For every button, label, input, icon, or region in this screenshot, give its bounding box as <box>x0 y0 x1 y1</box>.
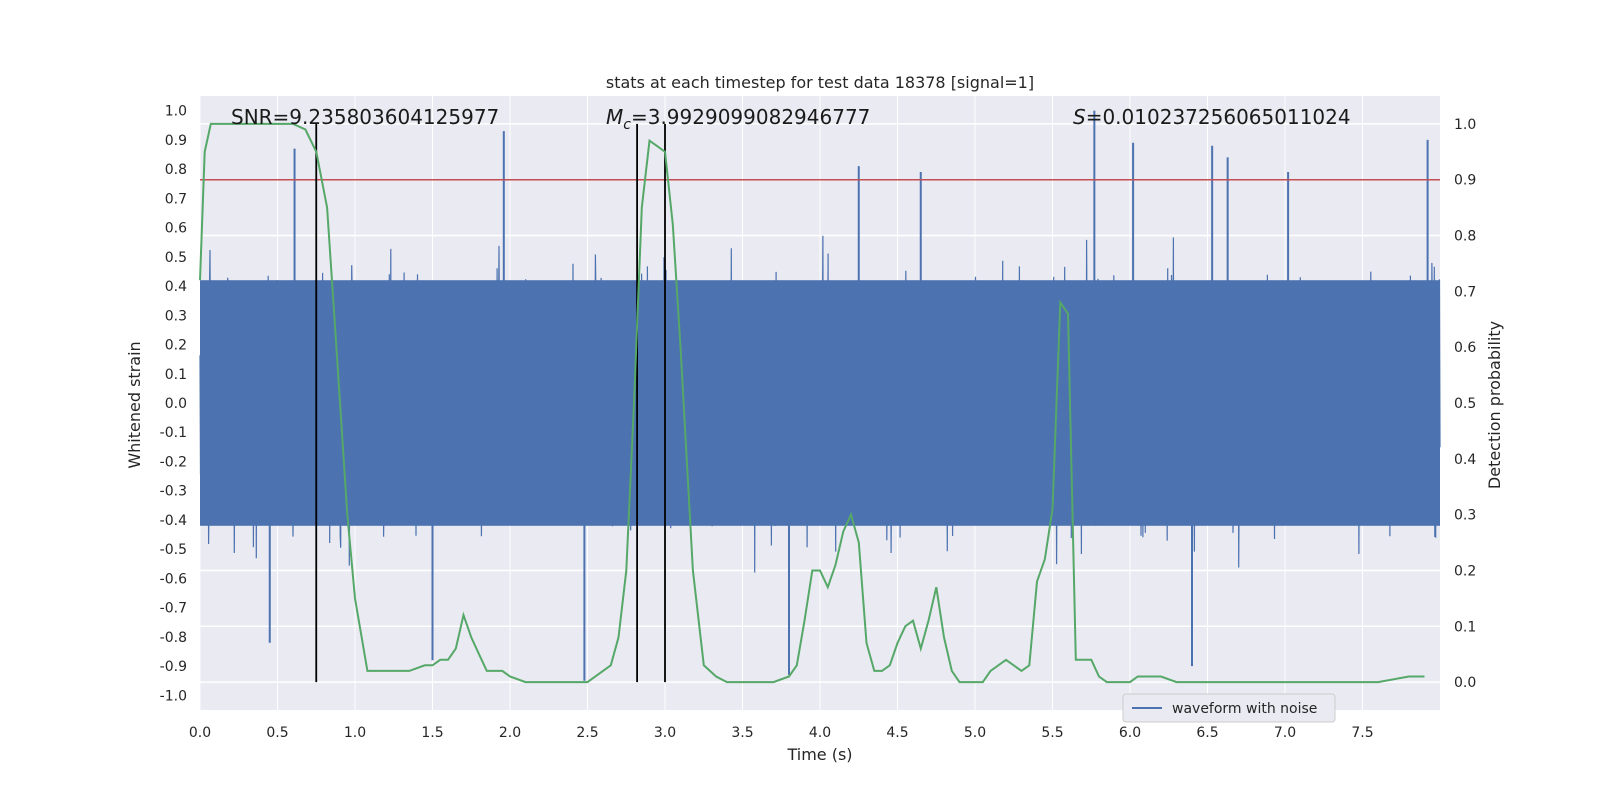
y-left-tick-label: -0.3 <box>160 484 187 500</box>
y-left-tick-label: 0.6 <box>165 221 187 237</box>
x-tick-label: 1.5 <box>421 725 443 741</box>
mc-annotation: Mc=3.9929099082946777 <box>606 105 870 133</box>
x-tick-label: 3.0 <box>654 725 676 741</box>
y-left-tick-label: -0.2 <box>160 454 187 470</box>
y-left-tick-label: 0.1 <box>165 367 187 383</box>
mc-value: =3.9929099082946777 <box>631 105 870 129</box>
y-left-tick-label: -1.0 <box>160 688 187 704</box>
y-left-tick-label: 0.7 <box>165 191 187 207</box>
mc-symbol: M <box>606 105 623 129</box>
y-left-tick-label: -0.8 <box>160 630 187 646</box>
x-tick-label: 0.5 <box>266 725 288 741</box>
y-left-tick-label: 0.9 <box>165 133 187 149</box>
y-right-axis-label: Detection probability <box>1485 321 1504 489</box>
y-right-tick-label: 0.0 <box>1454 675 1476 691</box>
vertical-markers <box>315 123 666 683</box>
y-right-tick-label: 0.8 <box>1454 229 1476 245</box>
x-tick-label: 5.5 <box>1041 725 1063 741</box>
y-right-tick-label: 0.2 <box>1454 563 1476 579</box>
x-tick-label: 6.5 <box>1196 725 1218 741</box>
y-left-tick-label: -0.4 <box>160 513 187 529</box>
y-left-tick-label: -0.9 <box>160 659 187 675</box>
y-right-tick-label: 0.5 <box>1454 396 1476 412</box>
s-value: =0.010237256065011024 <box>1086 105 1351 129</box>
y-left-axis-label: Whitened strain <box>125 341 144 468</box>
y-right-tick-label: 0.9 <box>1454 173 1476 189</box>
y-left-tick-label: 0.3 <box>165 308 187 324</box>
s-symbol: S <box>1073 105 1086 129</box>
legend-box <box>1122 693 1336 723</box>
y-left-tick-label: 0.2 <box>165 338 187 354</box>
y-right-tick-label: 0.1 <box>1454 619 1476 635</box>
y-left-tick-label: -0.7 <box>160 601 187 617</box>
x-tick-label: 7.0 <box>1274 725 1296 741</box>
legend: waveform with noise <box>1122 693 1336 723</box>
y-left-tick-label: 0.0 <box>165 396 187 412</box>
y-left-tick-label: -0.6 <box>160 571 187 587</box>
y-right-tick-label: 0.7 <box>1454 284 1476 300</box>
waveform-core-band <box>200 280 1440 526</box>
y-left-tick-label: 0.4 <box>165 279 187 295</box>
legend-label-waveform: waveform with noise <box>1172 701 1317 717</box>
x-tick-label: 6.0 <box>1119 725 1141 741</box>
y-left-tick-label: -0.5 <box>160 542 187 558</box>
y-right-tick-label: 0.3 <box>1454 508 1476 524</box>
probability-line <box>199 122 1425 684</box>
series-waveform-with-noise <box>199 110 1441 681</box>
x-tick-labels: 0.0 0.5 1.0 1.5 2.0 2.5 3.0 3.5 4.0 4.5 5.0 5.5 6.0 6… <box>189 725 1374 741</box>
x-tick-label: 7.5 <box>1351 725 1373 741</box>
x-axis-label: Time (s) <box>786 745 852 764</box>
x-tick-label: 4.0 <box>809 725 831 741</box>
x-tick-label: 2.5 <box>576 725 598 741</box>
x-tick-label: 1.0 <box>344 725 366 741</box>
x-tick-label: 5.0 <box>964 725 986 741</box>
y-left-tick-label: 1.0 <box>165 104 187 120</box>
s-annotation: S=0.010237256065011024 <box>1073 105 1351 129</box>
y-right-tick-label: 1.0 <box>1454 117 1476 133</box>
y-left-tick-labels: 1.0 0.9 0.8 0.7 0.6 0.5 0.4 0.3 0.2 0.1 0.0 -0.1 -0.… <box>160 104 187 705</box>
y-left-tick-label: 0.5 <box>165 250 187 266</box>
y-right-tick-label: 0.6 <box>1454 340 1476 356</box>
mc-subscript: c <box>623 117 631 133</box>
x-tick-label: 2.0 <box>499 725 521 741</box>
y-left-tick-label: 0.8 <box>165 162 187 178</box>
x-tick-label: 3.5 <box>731 725 753 741</box>
chart-title: stats at each timestep for test data 183… <box>606 73 1034 92</box>
y-right-tick-labels: 1.0 0.9 0.8 0.7 0.6 0.5 0.4 0.3 0.2 0.1 0.0 <box>1454 117 1476 691</box>
snr-annotation: SNR=9.235803604125977 <box>231 105 499 129</box>
y-left-tick-label: -0.1 <box>160 425 187 441</box>
y-right-tick-label: 0.4 <box>1454 452 1476 468</box>
x-tick-label: 0.0 <box>189 725 211 741</box>
series-detection-probability <box>199 122 1425 684</box>
x-tick-label: 4.5 <box>886 725 908 741</box>
